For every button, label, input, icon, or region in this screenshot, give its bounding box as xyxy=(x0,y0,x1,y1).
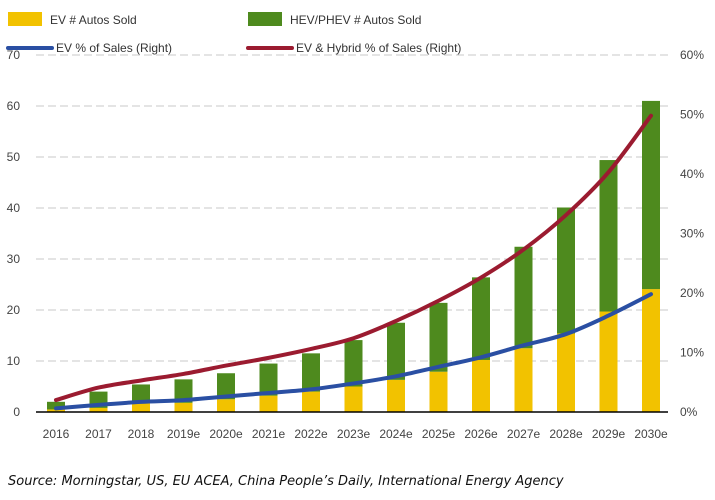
x-tick-label: 2018 xyxy=(128,427,155,441)
bar-ev-autos-sold xyxy=(259,395,278,412)
x-tick-label: 2024e xyxy=(379,427,413,441)
x-tick-label: 2030e xyxy=(634,427,668,441)
bar-hev-phev-autos-sold xyxy=(174,379,193,403)
legend-label: HEV/PHEV # Autos Sold xyxy=(290,13,421,27)
y-tick-label: 50 xyxy=(7,150,21,164)
y-tick-label: 20 xyxy=(7,303,21,317)
line-ev-of-sales-right- xyxy=(54,292,653,411)
x-tick-label: 2021e xyxy=(252,427,286,441)
y-tick-label: 60 xyxy=(7,99,21,113)
source-note: Source: Morningstar, US, EU ACEA, China … xyxy=(8,474,564,489)
bar-ev-autos-sold xyxy=(89,407,108,412)
bar-ev-autos-sold xyxy=(514,348,533,412)
bar-hev-phev-autos-sold xyxy=(302,353,320,392)
bar-hev-phev-autos-sold xyxy=(217,373,235,400)
legend-label: EV & Hybrid % of Sales (Right) xyxy=(296,41,461,55)
y2-tick-label: 20% xyxy=(680,286,704,300)
bar-ev-autos-sold xyxy=(132,403,150,412)
legend-label: EV % of Sales (Right) xyxy=(56,41,172,55)
legend-label: EV # Autos Sold xyxy=(50,13,137,27)
x-tick-label: 2023e xyxy=(337,427,371,441)
bar-ev-autos-sold xyxy=(174,402,193,412)
bar-ev-autos-sold xyxy=(217,399,235,412)
y-tick-label: 10 xyxy=(7,354,21,368)
x-tick-label: 2016 xyxy=(43,427,70,441)
bar-hev-phev-autos-sold xyxy=(599,160,618,312)
chart: 0 10 20 30 40 50 60 70 0% 10% 20% 30% 40% 50% 60% 2016 2… xyxy=(6,12,704,441)
bar-ev-autos-sold xyxy=(429,371,448,412)
x-tick-label: 2027e xyxy=(507,427,541,441)
bar-hev-phev-autos-sold xyxy=(344,340,363,387)
bar-ev-autos-sold xyxy=(472,359,490,412)
bar-hev-phev-autos-sold xyxy=(472,277,490,360)
bar-hev-phev-autos-sold xyxy=(47,401,65,410)
bar-hev-phev-autos-sold xyxy=(132,384,150,404)
line-ev-hybrid-of-sales-right- xyxy=(54,113,653,403)
y2-tick-label: 0% xyxy=(680,405,698,419)
y-tick-label: 0 xyxy=(13,405,20,419)
bar-ev-autos-sold xyxy=(47,409,65,412)
x-tick-label: 2017 xyxy=(85,427,112,441)
legend-swatch xyxy=(8,12,42,26)
bar-ev-autos-sold xyxy=(557,333,575,412)
bar-hev-phev-autos-sold xyxy=(557,207,575,334)
y2-tick-label: 10% xyxy=(680,346,704,360)
x-tick-label: 2022e xyxy=(294,427,328,441)
legend-swatch xyxy=(248,12,282,26)
bar-hev-phev-autos-sold xyxy=(259,363,278,396)
bar-ev-autos-sold xyxy=(302,391,320,412)
y-tick-label: 30 xyxy=(7,252,21,266)
x-tick-label: 2028e xyxy=(549,427,583,441)
bar-hev-phev-autos-sold xyxy=(429,302,448,372)
x-tick-label: 2020e xyxy=(209,427,243,441)
bar-ev-autos-sold xyxy=(387,379,405,412)
y2-tick-label: 40% xyxy=(680,167,704,181)
bar-hev-phev-autos-sold xyxy=(387,322,405,380)
bar-ev-autos-sold xyxy=(599,311,618,412)
bar-ev-autos-sold xyxy=(344,386,363,412)
x-tick-label: 2026e xyxy=(464,427,498,441)
bar-hev-phev-autos-sold xyxy=(642,100,660,290)
x-tick-label: 2019e xyxy=(167,427,201,441)
x-tick-label: 2025e xyxy=(422,427,456,441)
bar-hev-phev-autos-sold xyxy=(514,246,533,349)
x-tick-label: 2029e xyxy=(592,427,626,441)
y2-tick-label: 60% xyxy=(680,48,704,62)
y-tick-label: 40 xyxy=(7,201,21,215)
y2-tick-label: 50% xyxy=(680,108,704,122)
y2-tick-label: 30% xyxy=(680,227,704,241)
y-tick-label: 70 xyxy=(7,48,21,62)
bar-ev-autos-sold xyxy=(642,289,660,412)
